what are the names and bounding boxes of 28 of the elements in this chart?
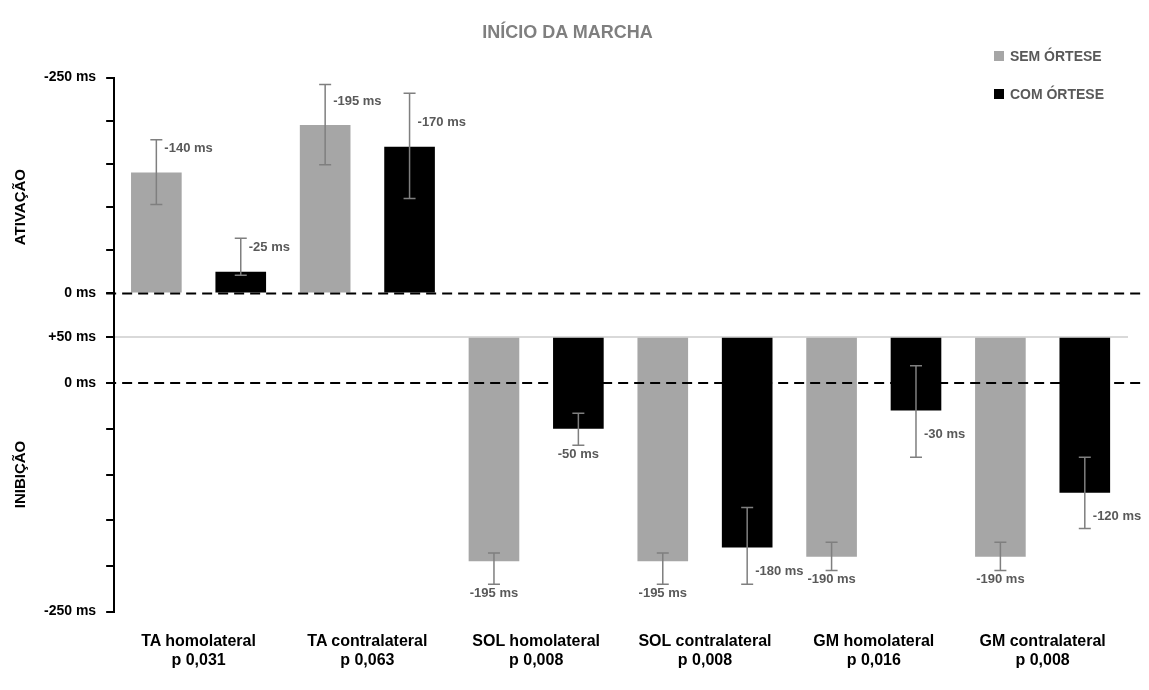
data-label: -195 ms [469, 584, 519, 600]
data-label: -25 ms [248, 239, 290, 255]
x-tick-label: GM homolateral p 0,016 [813, 631, 935, 668]
y-tick-label: +50 ms [48, 328, 97, 345]
x-tick-label: SOL contralateral p 0,008 [638, 631, 772, 668]
data-label: -170 ms [417, 114, 466, 130]
x-tick-label: GM contralateral p 0,008 [979, 631, 1106, 668]
y-tick-label: -250 ms [43, 602, 97, 619]
data-label: -120 ms [1092, 508, 1142, 524]
data-label: -140 ms [164, 140, 213, 156]
chart-title: INÍCIO DA MARCHA [482, 20, 653, 42]
x-tick-label: TA homolateral p 0,031 [141, 631, 256, 668]
data-label: -180 ms [755, 563, 804, 579]
y-tick-label: -250 ms [43, 68, 97, 85]
data-label: -50 ms [557, 445, 599, 461]
x-tick-label: SOL homolateral p 0,008 [472, 631, 601, 668]
y-tick-label: 0 ms [64, 373, 97, 390]
data-label: -190 ms [807, 571, 856, 587]
y-axis-title: INIBIÇÃO [11, 440, 29, 509]
x-tick-label: TA contralateral p 0,063 [307, 631, 428, 668]
y-axis-title: ATIVAÇÃO [11, 168, 29, 246]
data-label: -195 ms [333, 92, 382, 108]
data-label: -190 ms [976, 571, 1025, 587]
data-label: -30 ms [923, 426, 966, 442]
legend-label: COM ÓRTESE [1009, 86, 1104, 102]
data-label: -195 ms [638, 584, 687, 600]
y-tick-label: 0 ms [64, 284, 97, 301]
legend-label: SEM ÓRTESE [1009, 48, 1102, 64]
